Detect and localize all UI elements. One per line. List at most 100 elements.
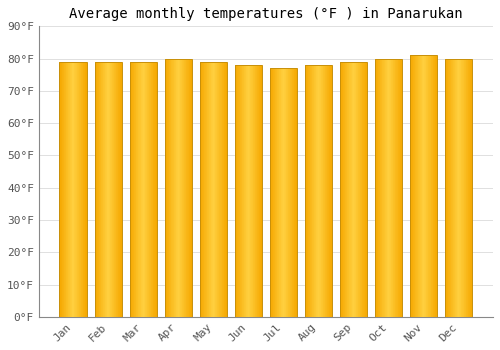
Bar: [415, 55, 416, 317]
Bar: [247, 65, 248, 317]
Bar: [276, 68, 278, 317]
Bar: [461, 58, 462, 317]
Bar: [456, 58, 458, 317]
Bar: [73, 62, 74, 317]
Bar: [225, 62, 226, 317]
Bar: [271, 68, 272, 317]
Bar: [401, 58, 402, 317]
Bar: [293, 68, 294, 317]
Bar: [111, 62, 112, 317]
Bar: [67, 62, 68, 317]
Bar: [365, 62, 366, 317]
Bar: [190, 58, 192, 317]
Bar: [424, 55, 425, 317]
Bar: [166, 58, 168, 317]
Bar: [130, 62, 131, 317]
Bar: [429, 55, 430, 317]
Bar: [184, 58, 185, 317]
Bar: [177, 58, 178, 317]
Bar: [418, 55, 419, 317]
Bar: [458, 58, 460, 317]
Bar: [151, 62, 152, 317]
Bar: [170, 58, 171, 317]
Bar: [451, 58, 452, 317]
Bar: [295, 68, 296, 317]
Bar: [426, 55, 427, 317]
Bar: [108, 62, 109, 317]
Bar: [396, 58, 397, 317]
Bar: [188, 58, 189, 317]
Bar: [385, 58, 386, 317]
Bar: [398, 58, 399, 317]
Bar: [467, 58, 468, 317]
Bar: [112, 62, 113, 317]
Bar: [313, 65, 314, 317]
Bar: [105, 62, 106, 317]
Bar: [287, 68, 288, 317]
Bar: [142, 62, 143, 317]
Bar: [432, 55, 434, 317]
Bar: [77, 62, 78, 317]
Bar: [312, 65, 313, 317]
Bar: [425, 55, 426, 317]
Bar: [395, 58, 396, 317]
Bar: [382, 58, 383, 317]
Bar: [164, 58, 166, 317]
Bar: [366, 62, 367, 317]
Bar: [278, 68, 280, 317]
Bar: [359, 62, 360, 317]
Bar: [283, 68, 284, 317]
Bar: [447, 58, 448, 317]
Bar: [174, 58, 175, 317]
Bar: [148, 62, 150, 317]
Bar: [454, 58, 456, 317]
Bar: [208, 62, 209, 317]
Bar: [237, 65, 238, 317]
Bar: [353, 62, 354, 317]
Bar: [66, 62, 67, 317]
Bar: [64, 62, 65, 317]
Bar: [349, 62, 350, 317]
Bar: [355, 62, 356, 317]
Bar: [240, 65, 241, 317]
Bar: [422, 55, 423, 317]
Bar: [436, 55, 438, 317]
Bar: [431, 55, 432, 317]
Bar: [118, 62, 119, 317]
Bar: [362, 62, 363, 317]
Bar: [348, 62, 349, 317]
Bar: [113, 62, 114, 317]
Bar: [356, 62, 357, 317]
Bar: [74, 62, 75, 317]
Bar: [236, 65, 237, 317]
Bar: [346, 62, 348, 317]
Bar: [384, 58, 385, 317]
Bar: [143, 62, 144, 317]
Bar: [200, 62, 227, 317]
Bar: [242, 65, 243, 317]
Bar: [308, 65, 309, 317]
Bar: [280, 68, 281, 317]
Bar: [416, 55, 417, 317]
Bar: [80, 62, 82, 317]
Bar: [419, 55, 420, 317]
Bar: [178, 58, 179, 317]
Bar: [294, 68, 295, 317]
Bar: [331, 65, 332, 317]
Bar: [63, 62, 64, 317]
Bar: [358, 62, 359, 317]
Bar: [180, 58, 181, 317]
Bar: [284, 68, 285, 317]
Bar: [234, 65, 262, 317]
Bar: [361, 62, 362, 317]
Bar: [465, 58, 466, 317]
Bar: [60, 62, 87, 317]
Bar: [176, 58, 177, 317]
Bar: [116, 62, 117, 317]
Bar: [135, 62, 136, 317]
Bar: [244, 65, 245, 317]
Bar: [65, 62, 66, 317]
Bar: [270, 68, 297, 317]
Bar: [468, 58, 469, 317]
Bar: [379, 58, 380, 317]
